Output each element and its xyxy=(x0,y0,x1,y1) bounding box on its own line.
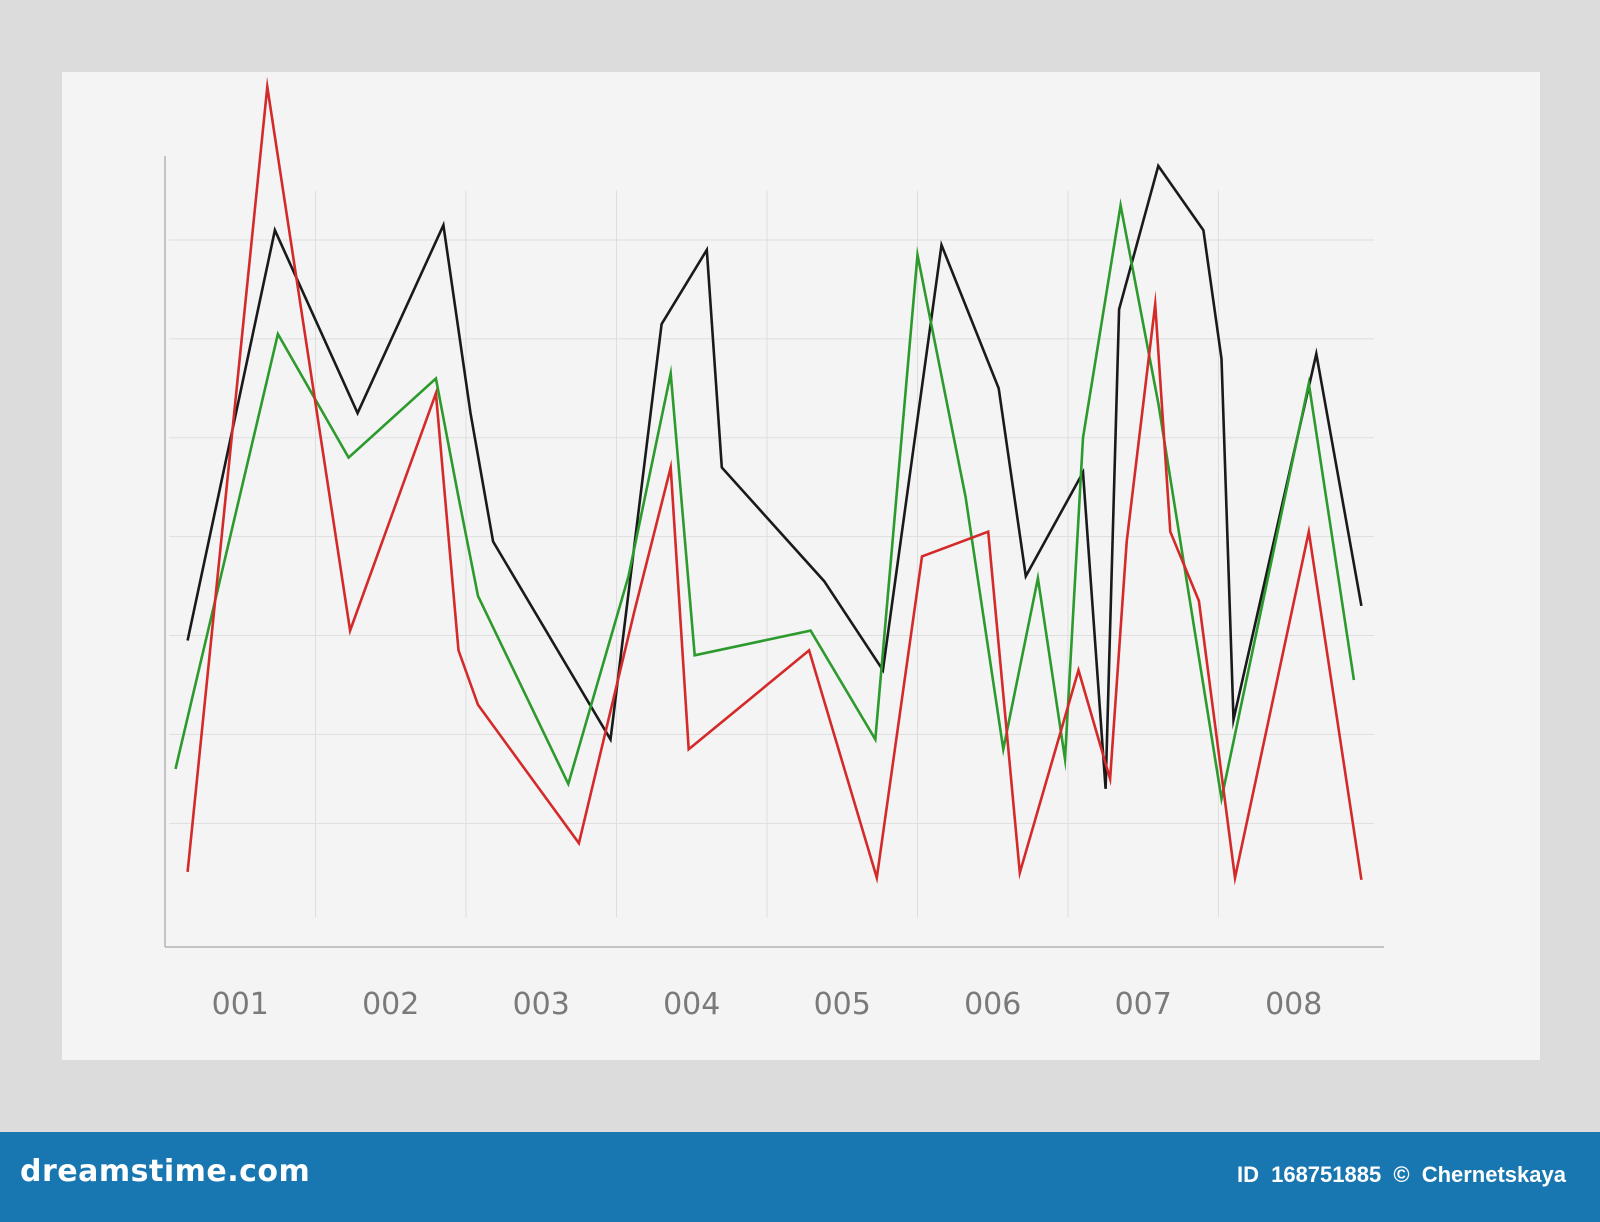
x-tick-label-006: 006 xyxy=(964,987,1021,1022)
axes xyxy=(164,156,1384,948)
copyright-symbol: © xyxy=(1393,1162,1410,1187)
series-lines xyxy=(174,76,1363,886)
id-value: 168751885 xyxy=(1271,1162,1382,1187)
series-line-1 xyxy=(186,162,1363,789)
line-chart: 001 002 003 004 005 006 007 008 xyxy=(164,76,1384,1022)
x-tick-label-007: 007 xyxy=(1115,987,1172,1022)
chart-panel: 001 002 003 004 005 006 007 008 xyxy=(62,72,1540,1060)
x-tick-label-008: 008 xyxy=(1265,987,1322,1022)
x-tick-label-001: 001 xyxy=(212,987,269,1022)
series-line-2 xyxy=(174,197,1356,806)
brand-logo-text: dreamstime.com xyxy=(20,1154,311,1189)
image-credit: ID 168751885 © Chernetskaya xyxy=(1237,1162,1572,1188)
id-label: ID xyxy=(1236,1162,1259,1187)
grid xyxy=(169,190,1374,918)
x-tick-labels: 001 002 003 004 005 006 007 008 xyxy=(212,987,1323,1022)
x-tick-label-005: 005 xyxy=(814,987,871,1022)
author-name: Chernetskaya xyxy=(1421,1162,1566,1187)
x-tick-label-002: 002 xyxy=(362,987,419,1022)
watermark-footer: dreamstime.com ID 168751885 © Chernetska… xyxy=(0,1132,1600,1222)
series-line-3 xyxy=(186,76,1363,886)
x-tick-label-004: 004 xyxy=(663,987,720,1022)
x-tick-label-003: 003 xyxy=(513,987,570,1022)
